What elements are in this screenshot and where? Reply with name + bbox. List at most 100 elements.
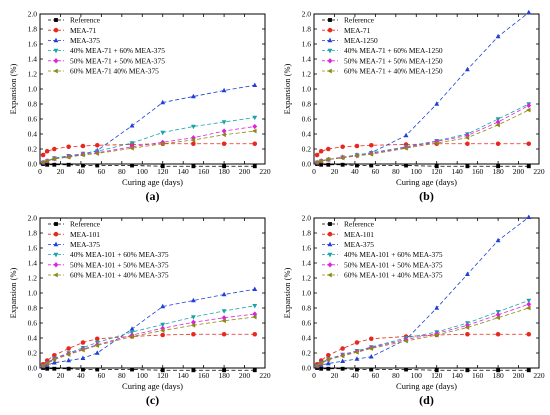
data-point — [95, 163, 100, 168]
data-point — [465, 66, 470, 72]
x-tick-label: 140 — [452, 371, 464, 380]
data-point — [252, 368, 257, 373]
y-tick-label: 0.2 — [28, 349, 38, 358]
legend-entry: MEA-101 — [344, 230, 374, 239]
data-point — [526, 305, 531, 311]
legend-entry: MEA-375 — [70, 240, 100, 249]
data-point — [252, 164, 257, 169]
data-point — [160, 332, 166, 338]
data-point — [129, 122, 135, 128]
data-point — [191, 124, 196, 130]
data-point — [526, 331, 532, 337]
data-point — [40, 363, 45, 369]
legend-entry: 60% MEA-101 + 40% MEA-375 — [344, 271, 443, 280]
x-tick-label: 80 — [392, 167, 400, 176]
chart-panel-2: 0.0 0.2 0.4 0.6 0.8 1.0 1.2 1.4 1.6 1.8 2.0 0 20 40 60… — [8, 214, 271, 407]
y-tick-label: 0.0 — [302, 160, 312, 169]
x-tick-label: 0 — [38, 167, 42, 176]
legend-entry: 60% MEA-101 + 40% MEA-375 — [70, 271, 169, 280]
data-point — [191, 135, 196, 141]
data-point — [190, 322, 196, 328]
data-point — [465, 164, 470, 169]
data-point — [80, 143, 86, 149]
data-point — [80, 340, 86, 345]
data-point — [368, 151, 374, 157]
x-tick-label: 100 — [137, 167, 149, 176]
legend-marker — [327, 27, 333, 33]
data-point — [222, 164, 227, 169]
data-point — [369, 367, 374, 372]
series-3 — [314, 102, 532, 166]
data-point — [191, 319, 196, 325]
y-tick-label: 0.6 — [302, 319, 312, 328]
series-0 — [315, 366, 531, 373]
panel-label: (d) — [419, 393, 434, 407]
data-point — [52, 366, 57, 371]
panel-label: (c) — [146, 393, 159, 407]
data-point — [80, 355, 86, 361]
data-point — [465, 331, 470, 337]
data-point — [95, 367, 100, 372]
x-tick-label: 120 — [157, 167, 169, 176]
data-point — [404, 163, 408, 168]
x-tick-label: 100 — [411, 371, 423, 380]
data-point — [159, 141, 165, 147]
y-tick-label: 0.6 — [28, 319, 38, 328]
panel-label: (a) — [146, 189, 160, 203]
legend-marker — [53, 252, 59, 258]
x-tick-label: 40 — [351, 167, 359, 176]
series-line — [42, 313, 255, 367]
data-point — [191, 297, 196, 303]
data-point — [325, 357, 331, 363]
data-point — [45, 162, 50, 167]
data-point — [495, 237, 501, 243]
data-point — [81, 367, 85, 372]
data-point — [252, 311, 258, 317]
legend-marker — [328, 18, 332, 22]
legend-entry: MEA-375 — [70, 36, 100, 45]
data-point — [355, 163, 359, 168]
data-point — [495, 315, 500, 321]
legend-marker — [328, 222, 332, 226]
x-tick-label: 140 — [178, 371, 190, 380]
x-tick-label: 200 — [239, 167, 251, 176]
data-point — [159, 328, 165, 333]
series-line — [316, 300, 529, 367]
data-point — [221, 87, 227, 93]
legend-marker — [53, 27, 59, 33]
x-tick-label: 80 — [118, 167, 126, 176]
legend-entry: 50% MEA-101 + 50% MEA-375 — [70, 260, 169, 269]
legend-entry: MEA-375 — [344, 240, 374, 249]
legend-entry: 50% MEA-71 + 50% MEA-375 — [70, 56, 165, 65]
data-point — [314, 363, 319, 369]
data-point — [465, 271, 470, 277]
data-point — [94, 142, 100, 148]
x-axis-label: Curing age (days) — [396, 177, 457, 187]
data-point — [433, 140, 439, 146]
data-point — [66, 357, 72, 363]
legend-entry: 50% MEA-101 + 50% MEA-375 — [344, 260, 443, 269]
x-tick-label: 200 — [513, 167, 525, 176]
data-point — [340, 346, 345, 351]
data-point — [191, 368, 196, 373]
data-point — [354, 153, 359, 159]
y-tick-label: 0.8 — [302, 100, 312, 109]
x-tick-label: 40 — [77, 371, 85, 380]
data-point — [45, 366, 50, 371]
series-1 — [40, 141, 258, 158]
y-tick-label: 1.8 — [28, 229, 38, 238]
legend-entry: MEA-71 — [344, 26, 371, 35]
chart-panel-1: 0.0 0.2 0.4 0.6 0.8 1.0 1.2 1.4 1.6 1.8 2.0 0 20 40 60… — [282, 10, 545, 203]
x-axis-label: Curing age (days) — [122, 177, 183, 187]
y-tick-label: 0.4 — [28, 130, 38, 139]
y-axis-label: Expansion (%) — [282, 63, 292, 114]
x-tick-label: 40 — [77, 167, 85, 176]
x-tick-label: 100 — [137, 371, 149, 380]
data-point — [160, 139, 166, 145]
x-tick-label: 0 — [38, 371, 42, 380]
x-tick-label: 60 — [372, 167, 380, 176]
data-point — [404, 367, 408, 372]
series-line — [316, 307, 529, 367]
legend-marker — [327, 231, 333, 237]
